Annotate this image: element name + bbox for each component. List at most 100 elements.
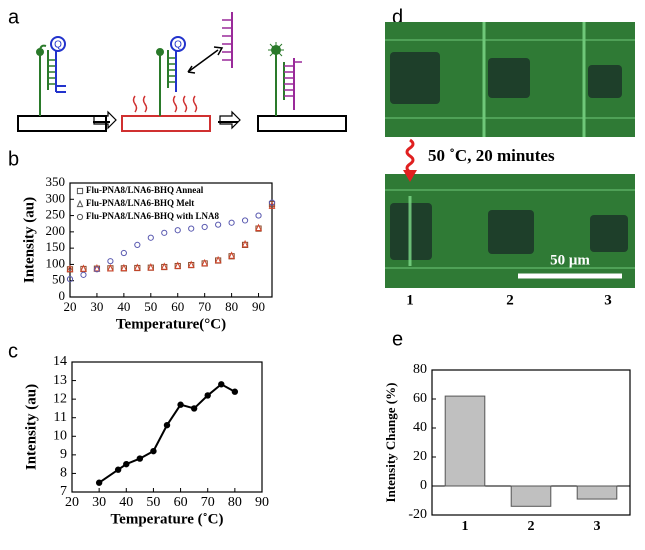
quencher — [50, 36, 66, 52]
y-tick-label: 200 — [46, 223, 66, 238]
y-axis-label: Intensity (au) — [21, 197, 37, 283]
y-tick-label: 9 — [60, 447, 67, 462]
marker — [76, 199, 84, 208]
marker — [80, 271, 87, 278]
marker — [76, 213, 84, 221]
marker — [93, 266, 101, 273]
panel-label: a — [8, 6, 20, 28]
marker — [133, 263, 141, 271]
plot-frame — [69, 182, 273, 298]
y-tick-label: 20 — [413, 449, 427, 464]
marker — [201, 258, 209, 267]
bar — [576, 485, 618, 500]
point — [218, 381, 225, 388]
bases — [48, 59, 55, 85]
marker — [160, 262, 168, 270]
y-tick-label: 250 — [46, 207, 66, 222]
surface — [17, 115, 107, 132]
marker — [228, 219, 235, 226]
x-tick-label: 70 — [201, 495, 215, 510]
marker — [201, 223, 208, 231]
point — [95, 479, 103, 486]
point — [114, 466, 122, 473]
surface — [121, 115, 211, 132]
bar — [444, 395, 486, 487]
x-tick-label: 40 — [117, 299, 130, 314]
bases — [222, 19, 232, 61]
heat-arrow — [403, 170, 417, 182]
y-tick-label: 0 — [59, 288, 66, 303]
marker — [80, 264, 87, 272]
y-tick-label: 13 — [53, 373, 67, 388]
y-tick-label: 300 — [46, 190, 66, 205]
x-tick-label: 90 — [255, 495, 269, 510]
quencher-label: Q — [54, 40, 62, 51]
marker — [76, 187, 84, 195]
y-tick-label: 350 — [46, 174, 66, 189]
linkers — [132, 95, 198, 113]
marker — [107, 264, 114, 272]
x-tick-label: 50 — [146, 495, 160, 510]
y-tick-label: 40 — [413, 420, 427, 435]
x-tick-label: 3 — [594, 519, 601, 534]
y-tick-label: 150 — [46, 239, 66, 254]
point — [204, 392, 211, 399]
marker — [268, 199, 276, 206]
y-tick-label: 12 — [53, 391, 67, 406]
y-tick-label: 7 — [60, 484, 67, 499]
x-axis-label: Temperature (˚C) — [111, 511, 224, 527]
heat-arrow — [405, 138, 415, 174]
panel-label: b — [8, 148, 19, 170]
marker — [188, 225, 195, 232]
point — [136, 455, 144, 462]
lane-label: 1 — [406, 292, 414, 308]
point — [177, 401, 184, 408]
marker — [255, 212, 262, 219]
marker — [268, 201, 276, 209]
quencher — [170, 36, 186, 52]
surface — [257, 115, 347, 132]
spots — [390, 52, 628, 260]
y-tick-label: 100 — [46, 255, 66, 270]
annotation: 50 ˚C, 20 minutes — [428, 146, 555, 165]
plot-frame — [71, 361, 263, 493]
bases — [284, 61, 302, 97]
marker — [66, 264, 74, 273]
marker — [147, 263, 155, 271]
bright-lines — [385, 22, 635, 269]
marker — [241, 217, 249, 224]
point — [163, 421, 171, 429]
y-tick-label: -20 — [408, 507, 427, 522]
y-tick-label: 50 — [52, 272, 65, 287]
marker — [174, 261, 182, 269]
x-tick-label: 60 — [174, 495, 188, 510]
marker — [147, 234, 154, 241]
marker — [120, 249, 127, 257]
x-tick-label: 60 — [171, 299, 184, 314]
quencher-label: Q — [174, 40, 182, 51]
y-tick-label: 8 — [60, 466, 67, 481]
schematic — [17, 12, 347, 132]
arrow — [219, 110, 241, 130]
lane-label: 2 — [506, 292, 514, 308]
lane-label: 3 — [604, 292, 612, 308]
x-tick-label: 40 — [119, 495, 133, 510]
x-tick-label: 20 — [64, 299, 77, 314]
marker — [215, 221, 222, 228]
micrograph — [385, 22, 635, 288]
point — [231, 388, 239, 395]
panel-label: e — [392, 328, 403, 350]
x-tick-label: 20 — [65, 495, 79, 510]
marker — [93, 264, 101, 272]
legend-label: Flu-PNA8/LNA6-BHQ Anneal — [86, 185, 204, 195]
panel-label: d — [392, 6, 403, 28]
glow — [268, 42, 284, 58]
marker — [241, 239, 249, 248]
x-tick-label: 30 — [90, 299, 103, 314]
x-tick-label: 70 — [198, 299, 211, 314]
y-tick-label: 0 — [420, 478, 427, 493]
x-tick-label: 80 — [225, 299, 238, 314]
marker — [174, 227, 181, 234]
marker — [255, 223, 262, 232]
